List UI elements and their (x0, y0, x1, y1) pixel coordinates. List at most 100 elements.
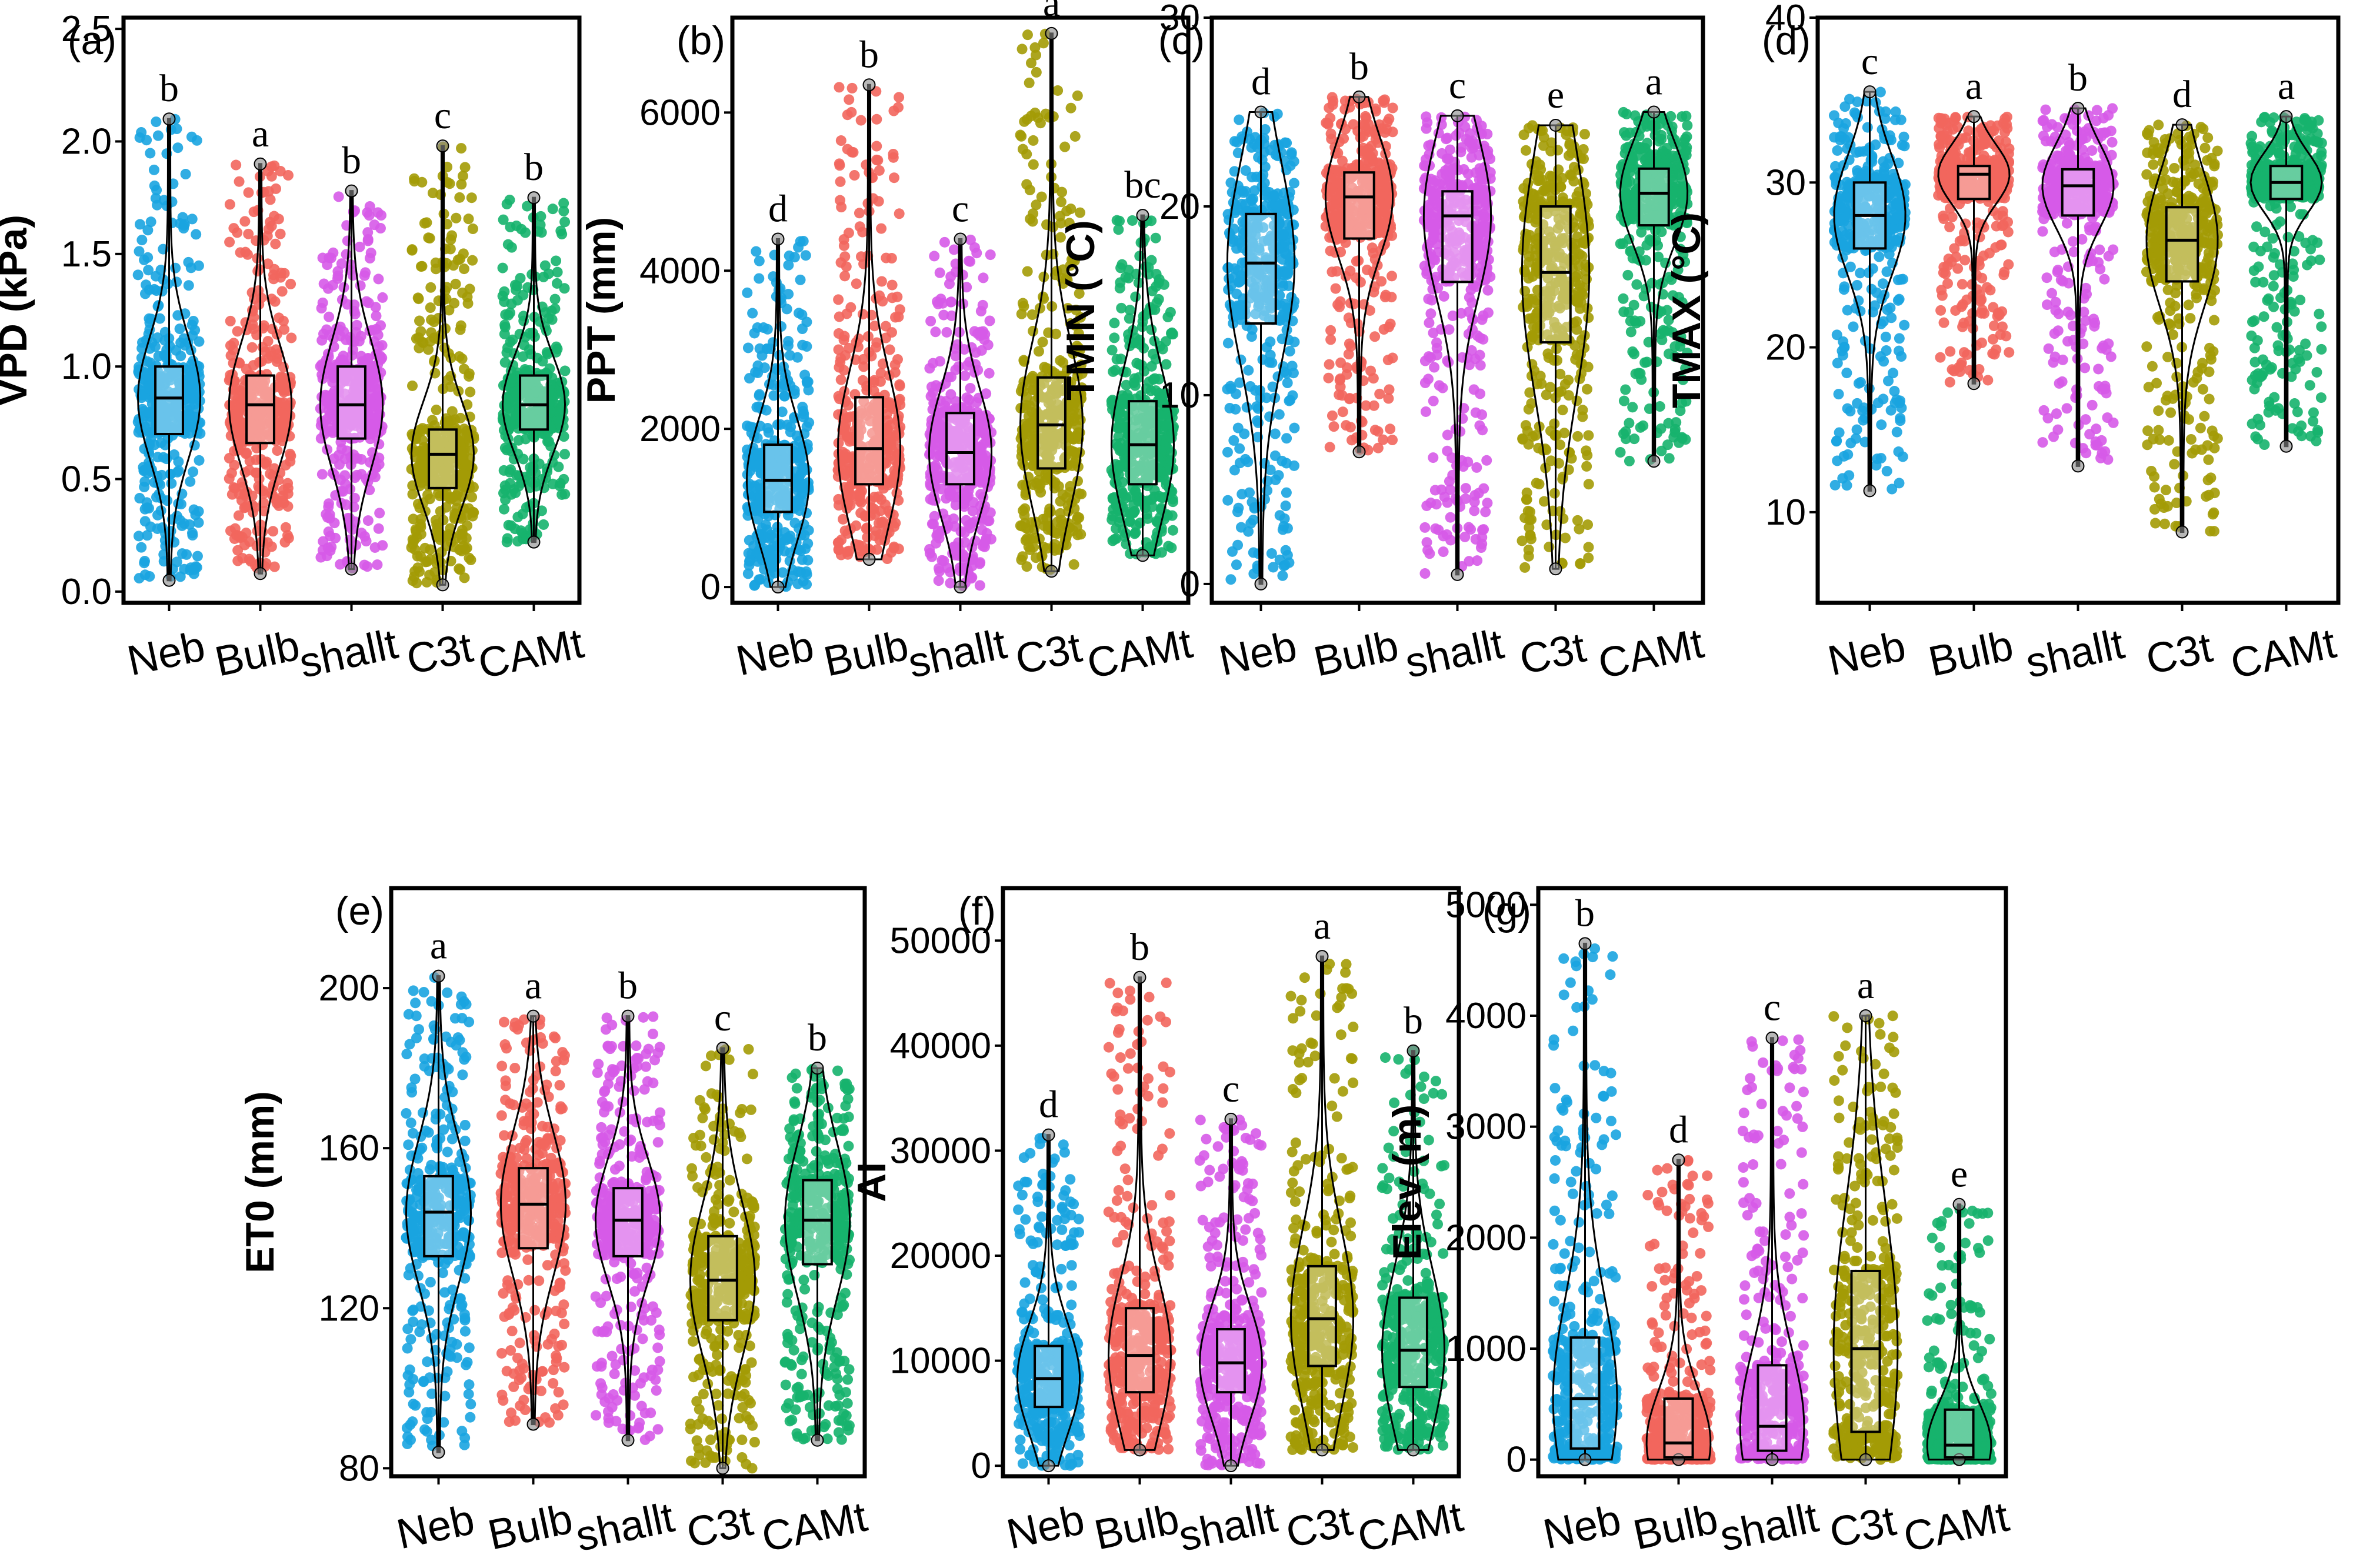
data-point (1068, 525, 1079, 536)
outlier-point (954, 581, 967, 594)
significance-letter: c (952, 187, 969, 230)
data-point (1230, 403, 1241, 415)
data-point (136, 542, 147, 553)
data-point (229, 523, 241, 534)
data-point (423, 232, 434, 243)
data-point (1106, 465, 1117, 476)
data-point (1288, 156, 1299, 167)
data-point (855, 115, 866, 126)
data-point (742, 287, 753, 298)
data-point (1065, 102, 1076, 114)
data-point (1276, 147, 1287, 158)
y-tick-label: 10 (1159, 375, 1200, 416)
data-point (836, 534, 847, 545)
data-point (265, 346, 276, 357)
data-point (274, 312, 285, 323)
data-point (1369, 331, 1381, 342)
data-point (755, 574, 766, 585)
outlier-point (436, 578, 449, 592)
data-point (763, 427, 774, 438)
data-point (529, 477, 541, 488)
data-point (1162, 432, 1174, 443)
data-point (1225, 381, 1236, 392)
data-point (889, 367, 901, 378)
data-point (425, 302, 436, 313)
series-Neb: b (132, 67, 206, 587)
data-point (1234, 443, 1245, 454)
box-iqr (245, 374, 275, 445)
data-point (1045, 506, 1056, 518)
data-point (421, 576, 432, 588)
data-point (497, 262, 508, 273)
data-point (536, 227, 547, 238)
data-point (858, 361, 869, 372)
data-point (783, 259, 794, 271)
data-point (854, 221, 865, 232)
data-point (162, 495, 173, 506)
data-point (456, 179, 467, 190)
data-point (180, 169, 191, 180)
data-point (141, 279, 152, 291)
data-point (1269, 191, 1280, 202)
data-point (767, 337, 778, 348)
y-tick-label: 6000 (639, 92, 721, 133)
data-point (501, 445, 512, 456)
data-point (446, 406, 458, 417)
data-point (1150, 232, 1161, 243)
data-point (174, 323, 185, 335)
data-point (416, 425, 427, 436)
data-point (538, 271, 549, 282)
data-point (948, 244, 959, 255)
data-point (1128, 377, 1139, 388)
data-point (1222, 495, 1234, 506)
data-point (835, 135, 846, 146)
data-point (1331, 266, 1342, 277)
data-point (134, 573, 145, 584)
data-point (1148, 374, 1159, 385)
data-point (558, 473, 569, 485)
series-CAMt: b (497, 146, 571, 549)
data-point (934, 267, 945, 278)
data-point (925, 315, 936, 326)
data-point (374, 459, 385, 470)
data-point (941, 396, 952, 407)
data-point (939, 236, 950, 248)
data-point (984, 315, 995, 326)
data-point (833, 328, 844, 339)
data-point (784, 250, 795, 261)
data-point (499, 357, 511, 368)
data-point (458, 248, 469, 259)
data-point (173, 465, 184, 476)
data-point (458, 363, 469, 375)
data-point (846, 82, 858, 94)
x-category-label: Neb (732, 623, 818, 685)
data-point (172, 142, 184, 154)
data-point (971, 248, 982, 259)
data-point (136, 127, 147, 138)
data-point (329, 518, 340, 529)
data-point (171, 124, 182, 135)
data-point (506, 242, 517, 253)
data-point (885, 420, 896, 431)
data-point (513, 481, 524, 492)
data-point (234, 416, 245, 427)
data-point (742, 503, 754, 514)
data-point (892, 291, 903, 302)
data-point (134, 219, 145, 230)
data-point (1109, 318, 1120, 329)
outlier-point (254, 157, 267, 171)
data-point (1236, 185, 1247, 196)
panel-label: (b) (676, 18, 725, 63)
data-point (171, 398, 182, 409)
data-point (844, 94, 855, 105)
box-iqr (1245, 212, 1277, 325)
data-point (1269, 428, 1281, 439)
data-point (512, 536, 524, 547)
data-point (926, 551, 938, 562)
data-point (1016, 554, 1027, 565)
data-point (934, 356, 945, 367)
data-point (931, 296, 942, 307)
data-point (516, 223, 527, 235)
data-point (751, 246, 762, 257)
data-point (374, 341, 385, 352)
